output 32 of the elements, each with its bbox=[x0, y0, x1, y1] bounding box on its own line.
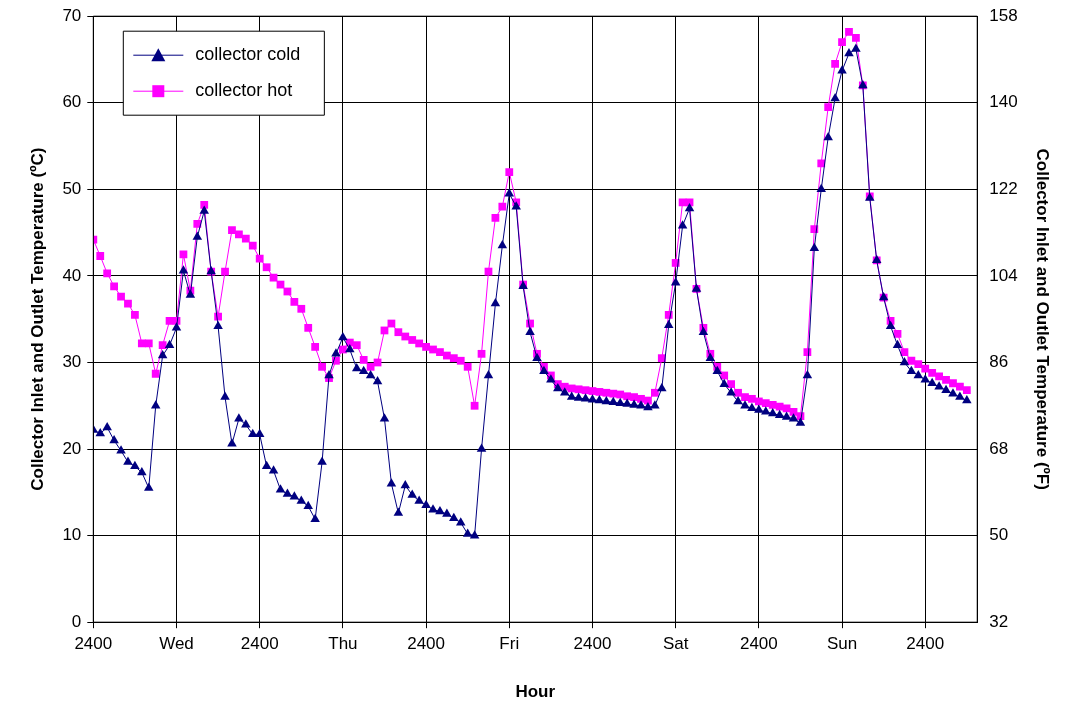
y2-tick-label: 32 bbox=[989, 611, 1009, 631]
y-tick-label: 40 bbox=[62, 265, 82, 285]
y-tick-label: 50 bbox=[62, 179, 82, 199]
y2-tick-label: 158 bbox=[989, 5, 1018, 25]
y-tick-label: 0 bbox=[71, 611, 82, 631]
y-axis-title: Collector Inlet and Outlet Temperature (ºC) bbox=[27, 147, 47, 491]
y2-tick-label: 140 bbox=[989, 92, 1018, 112]
x-tick-label: 2400 bbox=[906, 634, 945, 654]
x-tick-label: 2400 bbox=[74, 634, 113, 654]
y-tick-label: 60 bbox=[62, 92, 82, 112]
y-tick-label: 20 bbox=[62, 438, 82, 458]
legend-label: collector hot bbox=[195, 80, 293, 101]
y-tick-label: 10 bbox=[62, 525, 82, 545]
legend-label: collector cold bbox=[195, 44, 301, 65]
x-axis-title: Hour bbox=[515, 682, 556, 702]
y2-tick-label: 68 bbox=[989, 438, 1009, 458]
y2-tick-label: 50 bbox=[989, 525, 1009, 545]
x-tick-label: Thu bbox=[328, 634, 358, 654]
y-tick-label: 70 bbox=[62, 5, 82, 25]
x-tick-label: 2400 bbox=[739, 634, 778, 654]
x-tick-label: 2400 bbox=[240, 634, 279, 654]
y-tick-label: 30 bbox=[62, 352, 82, 372]
x-tick-label: Sun bbox=[826, 634, 858, 654]
x-tick-label: 2400 bbox=[573, 634, 612, 654]
x-tick-label: Wed bbox=[159, 634, 194, 654]
x-tick-label: Sat bbox=[662, 634, 689, 654]
y2-axis-title: Collector Inlet and Outlet Temperature (ºF) bbox=[1033, 148, 1053, 490]
y2-tick-label: 122 bbox=[989, 179, 1018, 199]
y2-tick-label: 104 bbox=[989, 265, 1018, 285]
x-tick-label: Fri bbox=[499, 634, 520, 654]
y2-tick-label: 86 bbox=[989, 352, 1009, 372]
x-tick-label: 2400 bbox=[407, 634, 445, 654]
